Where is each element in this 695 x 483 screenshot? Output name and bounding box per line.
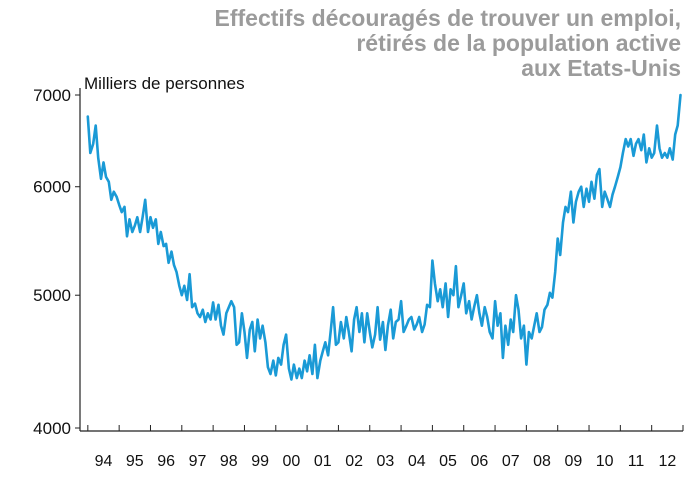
series-layer bbox=[86, 93, 682, 381]
x-tick-label: 06 bbox=[470, 453, 488, 470]
y-tick-label: 5000 bbox=[33, 286, 71, 305]
x-tick-label: 05 bbox=[439, 453, 457, 470]
x-tick-label: 09 bbox=[564, 453, 582, 470]
x-tick-label: 96 bbox=[157, 453, 175, 470]
x-tick-label: 95 bbox=[126, 453, 144, 470]
x-tick-label: 12 bbox=[658, 453, 676, 470]
y-tick-label: 4000 bbox=[33, 419, 71, 438]
x-tick-label: 10 bbox=[596, 453, 614, 470]
x-tick-label: 01 bbox=[314, 453, 332, 470]
axes: Milliers de personnes 4000 5000 6000 7000 94 9… bbox=[33, 74, 684, 470]
x-tick-label: 07 bbox=[502, 453, 520, 470]
x-tick-label: 08 bbox=[533, 453, 551, 470]
y-axis-label: Milliers de personnes bbox=[84, 74, 245, 93]
x-tick-label: 00 bbox=[283, 453, 301, 470]
x-tick-label: 11 bbox=[628, 453, 645, 470]
x-tick-label: 94 bbox=[95, 453, 113, 470]
x-tick-label: 03 bbox=[377, 453, 395, 470]
x-tick-label: 97 bbox=[189, 453, 207, 470]
x-tick-label: 98 bbox=[220, 453, 238, 470]
series-line bbox=[86, 93, 682, 381]
chart-title: Effectifs découragés de trouver un emplo… bbox=[214, 5, 682, 81]
y-tick-label: 7000 bbox=[33, 86, 71, 105]
x-tick-label: 02 bbox=[345, 453, 363, 470]
x-tick-label: 04 bbox=[408, 453, 426, 470]
x-tick-label: 99 bbox=[251, 453, 269, 470]
y-tick-label: 6000 bbox=[33, 178, 71, 197]
